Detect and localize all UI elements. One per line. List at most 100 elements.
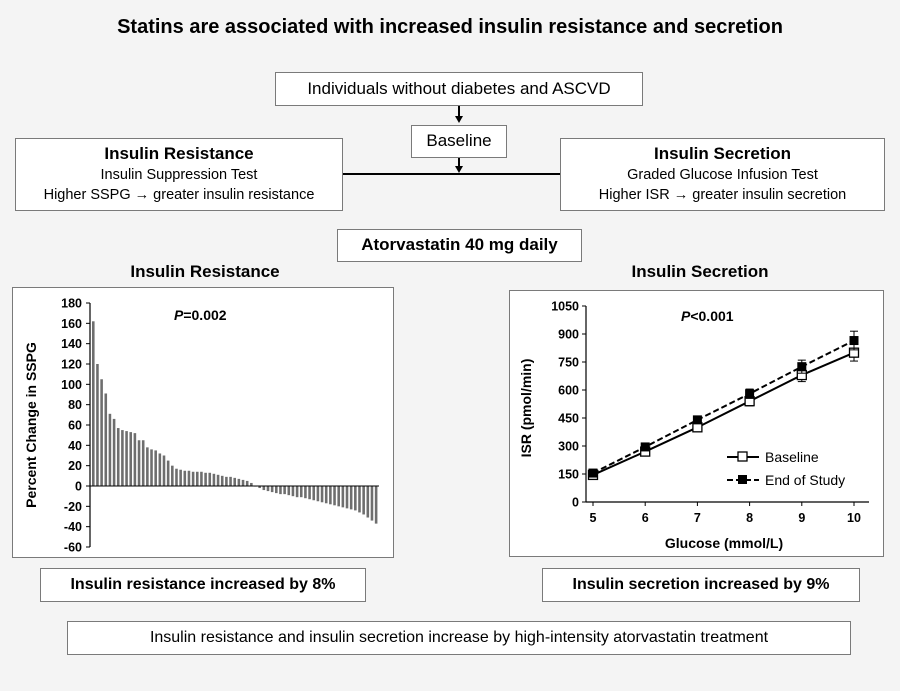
sspg-bar-49	[295, 486, 299, 498]
arrow-to-baseline	[455, 116, 463, 123]
sspg-bar-68	[374, 486, 378, 524]
sspg-bar-16	[158, 453, 162, 486]
bar-y-tick-label-12: -60	[64, 541, 82, 555]
sspg-bar-8	[125, 431, 128, 486]
sspg-bar-48	[291, 486, 295, 497]
bar-y-tick-label-1: 160	[61, 317, 82, 331]
line-pvalue: P<0.001	[681, 308, 734, 324]
sspg-bar-6	[116, 428, 120, 486]
sspg-bar-12	[141, 440, 145, 486]
left-result-label: Insulin resistance increased by 8%	[70, 576, 336, 593]
sspg-bar-10	[133, 433, 137, 486]
sspg-bar-3	[104, 393, 108, 486]
bar-y-tick-label-11: -40	[64, 520, 82, 534]
line-y-tick-label-4: 600	[558, 384, 579, 398]
conclusion-box: Insulin resistance and insulin secretion…	[67, 621, 851, 655]
series-1-point-4	[797, 362, 807, 372]
sspg-bar-15	[154, 450, 157, 486]
sspg-bar-34	[233, 477, 236, 486]
insulin-resistance-test: Insulin Suppression Test	[100, 167, 258, 183]
series-1-point-5	[849, 336, 859, 346]
left-result-box: Insulin resistance increased by 8%	[40, 568, 366, 602]
sspg-bar-40	[258, 486, 261, 489]
sspg-bar-56	[324, 486, 328, 504]
series-line-1	[592, 339, 855, 474]
sspg-bar-13	[146, 447, 149, 486]
bar-y-tick-label-9: 0	[75, 480, 82, 494]
bar-y-tick-label-0: 180	[61, 297, 82, 311]
baseline-box: Baseline	[411, 125, 507, 158]
series-1-point-2	[692, 415, 702, 425]
sspg-bar-0	[92, 321, 95, 486]
sspg-bar-41	[262, 486, 266, 491]
isr-line-chart: 0 150 300 450 600 750 900 1050 5 6 7 8 9 10 P<0.001 G…	[518, 300, 869, 551]
sspg-bar-50	[299, 486, 303, 498]
sspg-bar-2	[100, 379, 103, 486]
sspg-bar-14	[150, 449, 153, 486]
line-x-tick-label-0: 5	[590, 511, 597, 525]
sspg-bar-4	[108, 413, 112, 486]
insulin-secretion-method-box: Insulin Secretion Graded Glucose Infusio…	[560, 138, 885, 211]
sspg-bar-18	[166, 460, 170, 486]
bar-y-tick-label-7: 40	[68, 439, 82, 453]
sspg-bar-32	[225, 476, 228, 486]
line-x-tick-label-3: 8	[746, 511, 753, 525]
horizontal-connector	[343, 173, 560, 175]
sspg-bar-33	[229, 476, 232, 486]
line-y-tick-label-0: 0	[572, 496, 579, 510]
sspg-bar-7	[121, 430, 124, 486]
insulin-resistance-interpretation: Higher SSPG → greater insulin resistance	[43, 187, 315, 203]
right-panel-heading: Insulin Secretion	[631, 262, 769, 281]
sspg-bar-43	[270, 486, 274, 493]
sspg-bar-57	[329, 486, 332, 505]
sspg-bar-60	[341, 486, 345, 508]
legend-end-label: End of Study	[765, 472, 845, 488]
sspg-bar-19	[171, 465, 174, 486]
treatment-box: Atorvastatin 40 mg daily	[337, 229, 582, 262]
sspg-bar-51	[304, 486, 307, 499]
sspg-bar-22	[183, 470, 187, 486]
line-x-axis-label: Glucose (mmol/L)	[665, 535, 783, 551]
conclusion-label: Insulin resistance and insulin secretion…	[149, 629, 769, 646]
line-x-tick-label-4: 9	[798, 511, 805, 525]
sspg-bar-62	[349, 486, 353, 510]
sspg-bar-29	[212, 473, 216, 486]
sspg-bar-65	[362, 486, 365, 515]
line-legend: Baseline End of Study	[727, 449, 845, 488]
bar-y-tick-label-6: 60	[68, 419, 82, 433]
sspg-bar-36	[241, 479, 245, 486]
line-y-tick-label-5: 750	[558, 356, 579, 370]
legend-end-marker	[738, 475, 747, 484]
sspg-bar-21	[179, 469, 182, 486]
sspg-bar-47	[287, 486, 291, 496]
sspg-bar-9	[129, 432, 133, 486]
line-x-tick-label-2: 7	[694, 511, 701, 525]
left-chart-frame	[12, 287, 394, 558]
sspg-bar-11	[137, 440, 141, 486]
line-y-tick-label-2: 300	[558, 440, 579, 454]
sspg-bar-5	[112, 418, 116, 486]
bar-y-tick-label-4: 100	[61, 378, 82, 392]
connector-population-baseline	[458, 106, 460, 118]
bar-y-tick-label-10: -20	[64, 500, 82, 514]
line-y-axis-label: ISR (pmol/min)	[518, 359, 534, 458]
legend-baseline-label: Baseline	[765, 449, 819, 465]
sspg-bar-46	[283, 486, 286, 495]
series-line-0	[592, 351, 855, 476]
sspg-bar-55	[320, 486, 324, 503]
sspg-bar-1	[96, 364, 99, 486]
series-1-point-0	[588, 468, 598, 478]
sspg-bar-42	[266, 486, 270, 492]
insulin-secretion-interpretation: Higher ISR → greater insulin secretion	[598, 187, 847, 203]
insulin-resistance-method-box: Insulin Resistance Insulin Suppression T…	[15, 138, 343, 211]
sspg-bar-38	[250, 482, 253, 486]
bar-pvalue: P=0.002	[174, 307, 227, 323]
sspg-bar-66	[366, 486, 370, 518]
sspg-bar-44	[275, 486, 278, 494]
population-box: Individuals without diabetes and ASCVD	[275, 72, 643, 106]
series-1-point-1	[640, 442, 650, 452]
bar-y-axis-label: Percent Change in SSPG	[23, 342, 39, 508]
left-panel-heading: Insulin Resistance	[130, 262, 280, 281]
sspg-bar-35	[237, 478, 241, 486]
sspg-bar-67	[370, 486, 374, 521]
